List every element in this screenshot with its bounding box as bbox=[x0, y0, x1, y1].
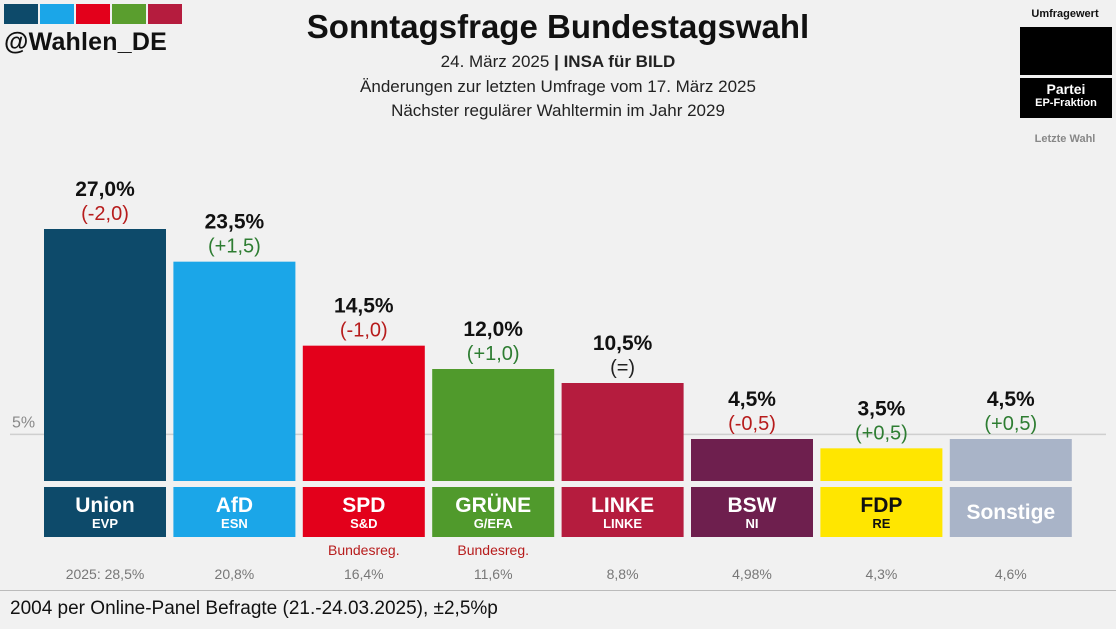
legend-party-label: Partei bbox=[1046, 81, 1086, 97]
party-name: BSW bbox=[728, 494, 777, 517]
brand-strip-segment bbox=[76, 4, 110, 24]
government-note: Bundesreg. bbox=[328, 542, 400, 558]
bar-fdp bbox=[820, 448, 943, 481]
party-name: GRÜNE bbox=[455, 494, 531, 517]
party-box bbox=[691, 487, 813, 537]
poll-date-line: 24. März 2025 | INSA für BILD bbox=[0, 52, 1116, 72]
change-label: (=) bbox=[610, 357, 635, 379]
brand-strip-segment bbox=[40, 4, 74, 24]
last-election-value: 4,98% bbox=[732, 566, 772, 582]
change-label: (-0,5) bbox=[728, 413, 776, 435]
chart-title: Sonntagsfrage Bundestagswahl bbox=[306, 8, 810, 45]
brand-color-strip bbox=[4, 4, 182, 24]
value-label: 27,0% bbox=[75, 178, 135, 201]
change-label: (+0,5) bbox=[984, 413, 1037, 435]
last-election-value: 11,6% bbox=[474, 566, 513, 582]
value-label: 4,5% bbox=[728, 388, 776, 411]
bar-union bbox=[44, 229, 166, 481]
brand-strip-segment bbox=[112, 4, 146, 24]
last-election-value: 20,8% bbox=[215, 566, 255, 582]
party-box bbox=[561, 487, 684, 537]
footer-divider bbox=[0, 590, 1116, 591]
changes-note: Änderungen zur letzten Umfrage vom 17. M… bbox=[360, 77, 756, 96]
legend-last-election-label: Letzte Wahl bbox=[1034, 133, 1096, 145]
party-box bbox=[432, 487, 555, 537]
legend-bar-swatch bbox=[1020, 27, 1112, 75]
change-label: (+1,0) bbox=[467, 343, 520, 365]
legend-ep-group-label: EP-Fraktion bbox=[1035, 97, 1097, 109]
next-election-note: Nächster regulärer Wahltermin im Jahr 20… bbox=[391, 101, 725, 120]
party-box bbox=[302, 487, 425, 537]
last-election-value: 4,3% bbox=[865, 566, 897, 582]
change-label: (+1,5) bbox=[208, 236, 261, 258]
legend-poll-value-label: Umfragewert bbox=[1031, 8, 1099, 20]
last-election-value: 16,4% bbox=[344, 566, 384, 582]
party-name: AfD bbox=[216, 494, 253, 517]
bar-linke bbox=[561, 383, 684, 481]
last-election-value: 8,8% bbox=[607, 566, 639, 582]
party-box bbox=[173, 487, 296, 537]
value-label: 14,5% bbox=[334, 295, 394, 318]
ep-group: S&D bbox=[350, 516, 377, 531]
poll-institute: INSA für BILD bbox=[563, 52, 676, 71]
value-label: 12,0% bbox=[463, 318, 523, 341]
poll-date: 24. März 2025 bbox=[440, 52, 550, 71]
party-name: SPD bbox=[342, 494, 385, 517]
party-name: LINKE bbox=[591, 494, 654, 517]
reference-line-label: 5% bbox=[12, 414, 35, 431]
ep-group: RE bbox=[872, 516, 890, 531]
party-name: Sonstige bbox=[966, 501, 1055, 524]
value-label: 23,5% bbox=[205, 211, 265, 234]
ep-group: LINKE bbox=[603, 516, 642, 531]
brand-strip-segment bbox=[4, 4, 38, 24]
brand-strip-segment bbox=[148, 4, 182, 24]
change-label: (-1,0) bbox=[340, 320, 388, 342]
separator: | bbox=[554, 52, 559, 71]
ep-group: G/EFA bbox=[474, 516, 514, 531]
bar-spd bbox=[302, 345, 425, 481]
value-label: 4,5% bbox=[987, 388, 1035, 411]
value-label: 3,5% bbox=[857, 397, 905, 420]
value-label: 10,5% bbox=[593, 332, 653, 355]
party-box bbox=[820, 487, 943, 537]
party-name: Union bbox=[75, 494, 134, 517]
legend-party-box: Partei EP-Fraktion bbox=[1020, 78, 1112, 118]
change-label: (+0,5) bbox=[855, 422, 908, 444]
ep-group: NI bbox=[746, 516, 759, 531]
last-election-value: 4,6% bbox=[995, 566, 1027, 582]
bar-afd bbox=[173, 261, 296, 481]
bar-grüne bbox=[432, 369, 555, 481]
last-election-value: 2025: 28,5% bbox=[66, 566, 145, 582]
party-name: FDP bbox=[860, 494, 902, 517]
bar-sonstige bbox=[949, 439, 1072, 481]
party-box bbox=[949, 487, 1072, 537]
brand-handle: @Wahlen_DE bbox=[4, 28, 167, 56]
change-label: (-2,0) bbox=[81, 203, 129, 225]
ep-group: ESN bbox=[221, 516, 248, 531]
government-note: Bundesreg. bbox=[457, 542, 529, 558]
footer-sample-note: 2004 per Online-Panel Befragte (21.-24.0… bbox=[10, 598, 498, 619]
bar-bsw bbox=[691, 439, 813, 481]
ep-group: EVP bbox=[92, 516, 118, 531]
party-box bbox=[44, 487, 166, 537]
